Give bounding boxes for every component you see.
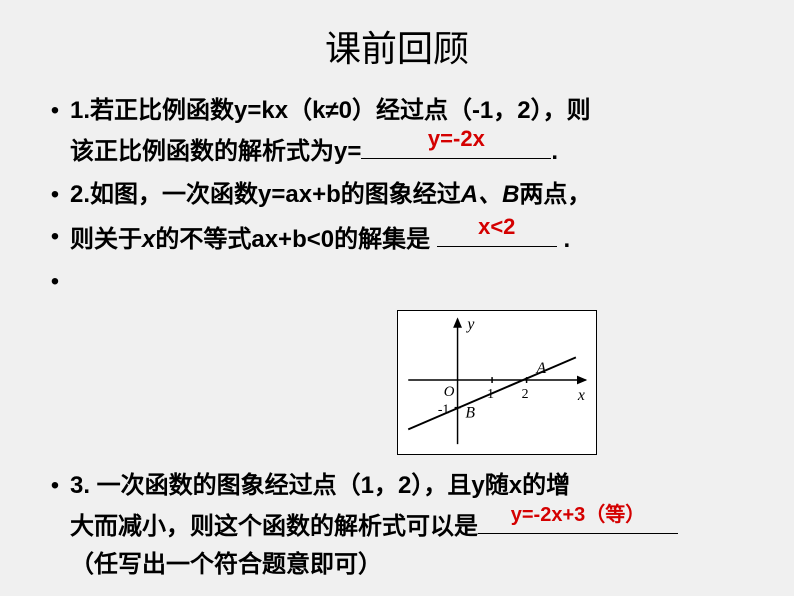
q3-p1: 则关于 [70,226,142,253]
q3-answer: x<2 [478,209,515,244]
q3-period: . [563,226,570,253]
label-tick1: 1 [487,385,494,400]
q3-p2: 的不等式ax+b<0的解集是 [155,226,430,253]
q4-blank: y=-2x+3（等） [478,505,678,534]
bullet-2-text: 2.如图，一次函数y=ax+b的图象经过A、B两点， [70,176,754,214]
bullet-4-text: 3. 一次函数的图象经过点（1，2），且y随x的增 大而减小，则这个函数的解析式… [70,467,754,585]
bullet-marker: • [40,92,70,130]
q3-blank: x<2 [437,218,557,247]
q4-line2: 大而减小，则这个函数的解析式可以是 [70,508,478,546]
label-x: x [577,386,585,403]
q1-answer: y=-2x [428,121,485,156]
bullet-4: • 3. 一次函数的图象经过点（1，2），且y随x的增 大而减小，则这个函数的解… [40,467,754,585]
bullet-3: • 则关于x的不等式ax+b<0的解集是 x<2 . [40,218,754,259]
linear-function-graph: y x O A B 1 2 -1 [397,310,597,455]
q2-tail: 两点， [519,181,591,208]
label-A: A [535,360,546,377]
q4-answer: y=-2x+3（等） [511,499,646,531]
q3-x: x [142,226,155,253]
bullet-marker: • [40,263,70,301]
bullet-1-text: 1.若正比例函数y=kx（k≠0）经过点（-1，2），则 该正比例函数的解析式为… [70,92,754,172]
bullet-marker: • [40,218,70,256]
bullet-graph-row: • [40,263,754,301]
label-O: O [444,383,455,399]
bullet-1: • 1.若正比例函数y=kx（k≠0）经过点（-1，2），则 该正比例函数的解析… [40,92,754,172]
q4-line1: 3. 一次函数的图象经过点（1，2），且y随x的增 [70,472,570,499]
label-tick2: 2 [522,385,529,400]
graph-container: y x O A B 1 2 -1 [40,310,754,455]
bullet-marker: • [40,176,70,214]
label-tickn1: -1 [438,401,450,416]
q1-blank: y=-2x [361,130,551,159]
q4-line3: （任写出一个符合题意即可） [70,551,382,578]
slide-container: 课前回顾 • 1.若正比例函数y=kx（k≠0）经过点（-1，2），则 该正比例… [0,0,794,596]
bullet-3-text: 则关于x的不等式ax+b<0的解集是 x<2 . [70,218,754,259]
empty-bullet [70,263,754,283]
q1-line1: 1.若正比例函数y=kx（k≠0）经过点（-1，2），则 [70,97,591,124]
slide-title: 课前回顾 [40,20,754,72]
q2-ab: A、B [461,181,520,208]
q1-period: . [551,133,558,171]
label-B: B [465,404,475,421]
q1-line2: 该正比例函数的解析式为y= [70,133,361,171]
bullet-marker: • [40,467,70,505]
q2-text: 2.如图，一次函数y=ax+b的图象经过 [70,181,461,208]
bullet-2: • 2.如图，一次函数y=ax+b的图象经过A、B两点， [40,176,754,214]
label-y: y [465,315,474,332]
